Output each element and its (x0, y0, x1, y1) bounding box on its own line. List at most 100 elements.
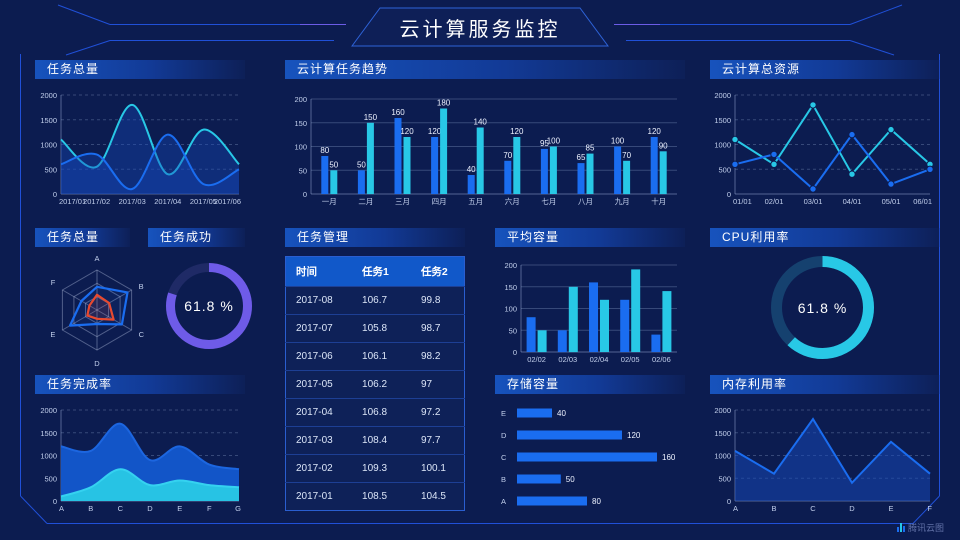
table-cell: 106.1 (352, 342, 411, 371)
svg-text:C: C (139, 330, 145, 339)
table-cell: 2017-04 (285, 398, 353, 427)
completion-chart[interactable]: 0 500 1000 1500 2000 A B C D E F G (35, 400, 245, 514)
svg-text:E: E (501, 409, 506, 418)
cpu-donut (770, 255, 875, 360)
table-row: 2017-03 108.4 97.7 (285, 426, 465, 455)
svg-text:1000: 1000 (40, 452, 57, 461)
panel-title-cpu: CPU利用率 (710, 228, 940, 247)
svg-text:A: A (94, 254, 99, 263)
svg-text:1000: 1000 (714, 452, 731, 461)
task-success-gauge[interactable]: 61.8 % (165, 262, 253, 350)
svg-text:1000: 1000 (40, 141, 57, 150)
table-body: 2017-08 106.7 99.8 2017-07 105.8 98.7 2017-06 1… (285, 286, 465, 511)
brand-text: 腾讯云图 (907, 523, 944, 533)
panel-title-task-success: 任务成功 (148, 228, 245, 247)
svg-text:G: G (235, 504, 241, 513)
panel-title-task-table: 任务管理 (285, 228, 465, 247)
svg-text:D: D (501, 431, 507, 440)
svg-text:A: A (59, 504, 64, 513)
table-row: 2017-05 106.2 97 (285, 370, 465, 399)
table-cell: 2017-07 (285, 314, 353, 343)
svg-text:九月: 九月 (615, 197, 630, 206)
panel-title-task-trend: 云计算任务趋势 (285, 60, 685, 79)
table-cell: 2017-02 (285, 454, 353, 483)
svg-text:C: C (501, 453, 507, 462)
svg-text:02/04: 02/04 (590, 355, 609, 364)
svg-text:0: 0 (727, 497, 731, 506)
task-table: 时间 任务1 任务2 2017-08 106.7 99.8 2017-07 105.8 98.… (285, 256, 465, 511)
avg-capacity-chart[interactable]: 0 50 100 150 200 02/02 02/03 02/04 02/05 02/06 (495, 255, 685, 365)
table-cell: 97 (410, 370, 465, 399)
svg-text:1500: 1500 (714, 116, 731, 125)
total-resources-chart[interactable]: 0 500 1000 1500 2000 01/01 02/01 03/01 04/01 05/0… (705, 85, 940, 207)
panel-title-storage: 存储容量 (495, 375, 685, 394)
svg-text:500: 500 (44, 165, 57, 174)
svg-text:03/01: 03/01 (804, 197, 823, 206)
svg-text:1500: 1500 (40, 116, 57, 125)
svg-text:2000: 2000 (40, 406, 57, 415)
table-head: 时间 任务1 任务2 (285, 256, 465, 287)
svg-text:B: B (88, 504, 93, 513)
svg-text:160: 160 (391, 108, 405, 117)
svg-text:85: 85 (586, 144, 595, 153)
brand-watermark: 腾讯云图 (896, 521, 944, 534)
svg-text:A: A (501, 497, 506, 506)
table-cell: 97.7 (410, 426, 465, 455)
svg-text:50: 50 (299, 166, 307, 175)
panel-title-total-resources: 云计算总资源 (710, 60, 940, 79)
svg-text:100: 100 (611, 137, 625, 146)
svg-text:E: E (50, 330, 55, 339)
table-cell: 109.3 (352, 454, 411, 483)
svg-text:E: E (888, 504, 893, 513)
svg-text:120: 120 (648, 127, 662, 136)
svg-text:150: 150 (294, 119, 307, 128)
table-row: 2017-02 109.3 100.1 (285, 454, 465, 483)
svg-text:70: 70 (503, 151, 512, 160)
table-row: 2017-08 106.7 99.8 (285, 286, 465, 315)
svg-text:四月: 四月 (432, 197, 447, 206)
table-cell: 100.1 (410, 454, 465, 483)
svg-text:C: C (118, 504, 124, 513)
svg-text:2017/02: 2017/02 (83, 197, 110, 206)
svg-text:500: 500 (718, 165, 731, 174)
table-cell: 105.8 (352, 314, 411, 343)
svg-text:05/01: 05/01 (882, 197, 901, 206)
storage-chart[interactable]: E 40 D 120 C 160 B 50 A 80 (495, 402, 685, 512)
svg-text:F: F (927, 504, 932, 513)
table-cell: 2017-01 (285, 482, 353, 511)
table-cell: 2017-03 (285, 426, 353, 455)
svg-text:200: 200 (294, 95, 307, 104)
svg-text:0: 0 (513, 348, 517, 357)
table-cell: 106.7 (352, 286, 411, 315)
svg-text:04/01: 04/01 (843, 197, 862, 206)
tasks-total-chart[interactable]: 0 500 1000 1500 2000 2017/01 2017/02 2017/03 201… (35, 85, 245, 207)
svg-text:2017/04: 2017/04 (154, 197, 181, 206)
memory-chart[interactable]: 0 500 1000 1500 2000 A B C D E F (705, 400, 940, 514)
svg-text:十月: 十月 (651, 196, 666, 206)
table-header-cell: 任务1 (352, 256, 411, 287)
svg-text:150: 150 (504, 283, 517, 292)
svg-text:0: 0 (53, 497, 57, 506)
cpu-gauge[interactable]: 61.8 % (770, 255, 875, 360)
svg-text:160: 160 (662, 453, 676, 462)
svg-text:2017/06: 2017/06 (214, 197, 241, 206)
svg-text:02/02: 02/02 (527, 355, 546, 364)
brand-icon (896, 523, 905, 532)
svg-text:B: B (501, 475, 506, 484)
task-success-donut (165, 262, 253, 350)
table-row: 2017-07 105.8 98.7 (285, 314, 465, 343)
table-row: 2017-06 106.1 98.2 (285, 342, 465, 371)
svg-text:02/06: 02/06 (652, 355, 671, 364)
svg-text:D: D (849, 504, 855, 513)
panel-title-avg-capacity: 平均容量 (495, 228, 685, 247)
gauge-value: 61.8 % (797, 299, 848, 316)
svg-text:50: 50 (509, 326, 517, 335)
svg-text:2017/01: 2017/01 (59, 197, 86, 206)
task-trend-chart[interactable]: 0 50 100 150 200 一月 二月 三月 四月 五月 六月 七月 八月 九月 十月 80 50 160 1… (285, 85, 685, 207)
panel-title-memory: 内存利用率 (710, 375, 940, 394)
svg-text:100: 100 (547, 137, 561, 146)
panel-title-radar: 任务总量 (35, 228, 130, 247)
svg-text:七月: 七月 (541, 197, 556, 206)
panel-title-tasks-total: 任务总量 (35, 60, 245, 79)
radar-chart[interactable]: A B C D E F (35, 252, 165, 368)
